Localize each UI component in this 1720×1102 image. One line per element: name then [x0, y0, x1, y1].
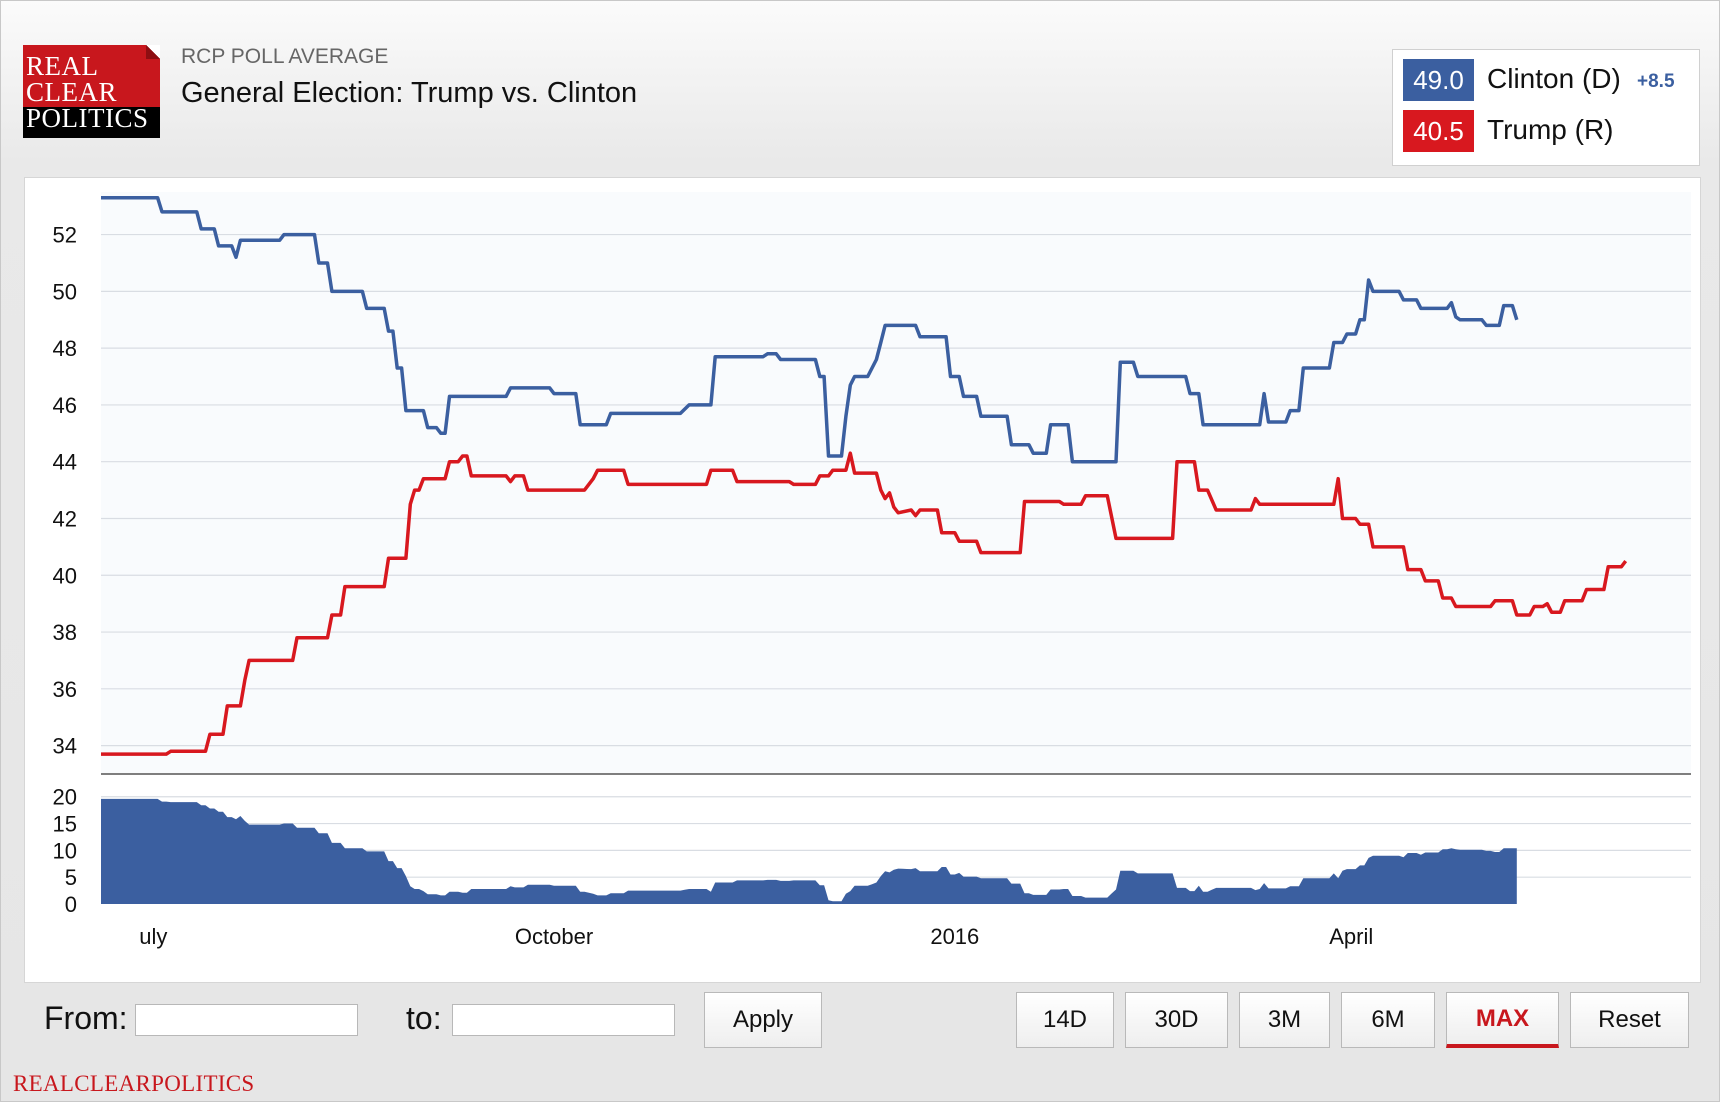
spread-y-tick-label: 10	[53, 838, 77, 863]
legend-value-trump: 40.5	[1403, 110, 1474, 152]
y-tick-label: 40	[53, 563, 77, 588]
range-button-3m[interactable]: 3M	[1239, 992, 1330, 1048]
spread-y-tick-label: 15	[53, 812, 77, 837]
legend-name-trump: Trump (R)	[1487, 114, 1614, 145]
from-label: From:	[44, 1000, 128, 1036]
x-tick-label: October	[515, 924, 593, 949]
y-tick-label: 48	[53, 336, 77, 361]
chart-area[interactable]: 34 36 38 40 42 44 46 48 50 52 0 5 10 15 20 uly October 2…	[24, 177, 1701, 983]
legend-name-clinton: Clinton (D)	[1487, 63, 1621, 94]
reset-button[interactable]: Reset	[1570, 992, 1689, 1048]
trump-line	[101, 451, 1628, 756]
y-tick-label: 46	[53, 393, 77, 418]
x-tick-label: April	[1329, 924, 1373, 949]
chart-kicker: RCP POLL AVERAGE	[181, 45, 389, 68]
range-button-14d[interactable]: 14D	[1016, 992, 1114, 1048]
range-button-30d[interactable]: 30D	[1125, 992, 1228, 1048]
from-date-input[interactable]	[135, 1004, 358, 1036]
x-tick-label: 2016	[930, 924, 979, 949]
clinton-line	[101, 195, 1519, 464]
y-tick-label: 36	[53, 677, 77, 702]
legend-value-clinton: 49.0	[1403, 59, 1474, 101]
to-date-input[interactable]	[452, 1004, 675, 1036]
legend-box: 49.0 Clinton (D) +8.5 40.5 Trump (R)	[1392, 49, 1700, 166]
y-tick-label: 44	[53, 450, 77, 475]
date-controls: From: to: Apply 14D 30D 3M 6M MAX Reset	[24, 982, 1699, 1062]
range-button-max[interactable]: MAX	[1446, 992, 1559, 1048]
spread-y-tick-label: 20	[53, 785, 77, 810]
spread-area	[101, 798, 1517, 904]
y-tick-label: 42	[53, 506, 77, 531]
spread-y-tick-label: 5	[65, 865, 77, 890]
range-button-6m[interactable]: 6M	[1341, 992, 1435, 1048]
legend-spread: +8.5	[1637, 71, 1675, 92]
footer-logo-text: REALCLEARPOLITICS	[13, 1071, 255, 1096]
logo-text: REAL CLEAR POLITICS	[26, 51, 149, 133]
apply-button[interactable]: Apply	[704, 992, 822, 1048]
to-label: to:	[406, 1000, 442, 1036]
y-tick-label: 50	[53, 279, 77, 304]
y-tick-label: 34	[53, 734, 77, 759]
y-tick-label: 52	[53, 223, 77, 248]
realclearpolitics-logo: REAL CLEAR POLITICS	[23, 45, 160, 138]
y-tick-label: 38	[53, 620, 77, 645]
spread-y-tick-label: 0	[65, 892, 77, 917]
chart-title: General Election: Trump vs. Clinton	[181, 77, 638, 109]
x-tick-label: uly	[139, 924, 167, 949]
